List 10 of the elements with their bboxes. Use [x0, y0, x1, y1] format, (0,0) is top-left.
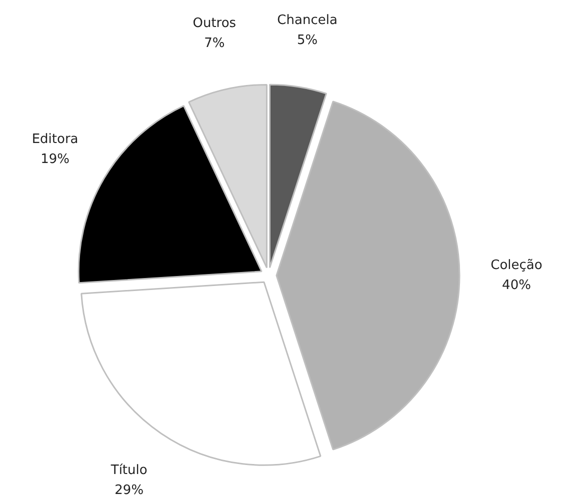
slice-label: Outros — [192, 16, 236, 31]
data-label: 29% — [114, 483, 144, 498]
data-label: 40% — [502, 278, 531, 293]
data-label: 7% — [204, 36, 225, 51]
data-label: 19% — [40, 152, 70, 167]
data-label: 5% — [296, 33, 318, 48]
slice-label: Chancela — [277, 13, 338, 28]
slice-label: Coleção — [490, 258, 542, 273]
slice-label: Editora — [32, 132, 78, 147]
slice-label: Título — [110, 463, 148, 478]
